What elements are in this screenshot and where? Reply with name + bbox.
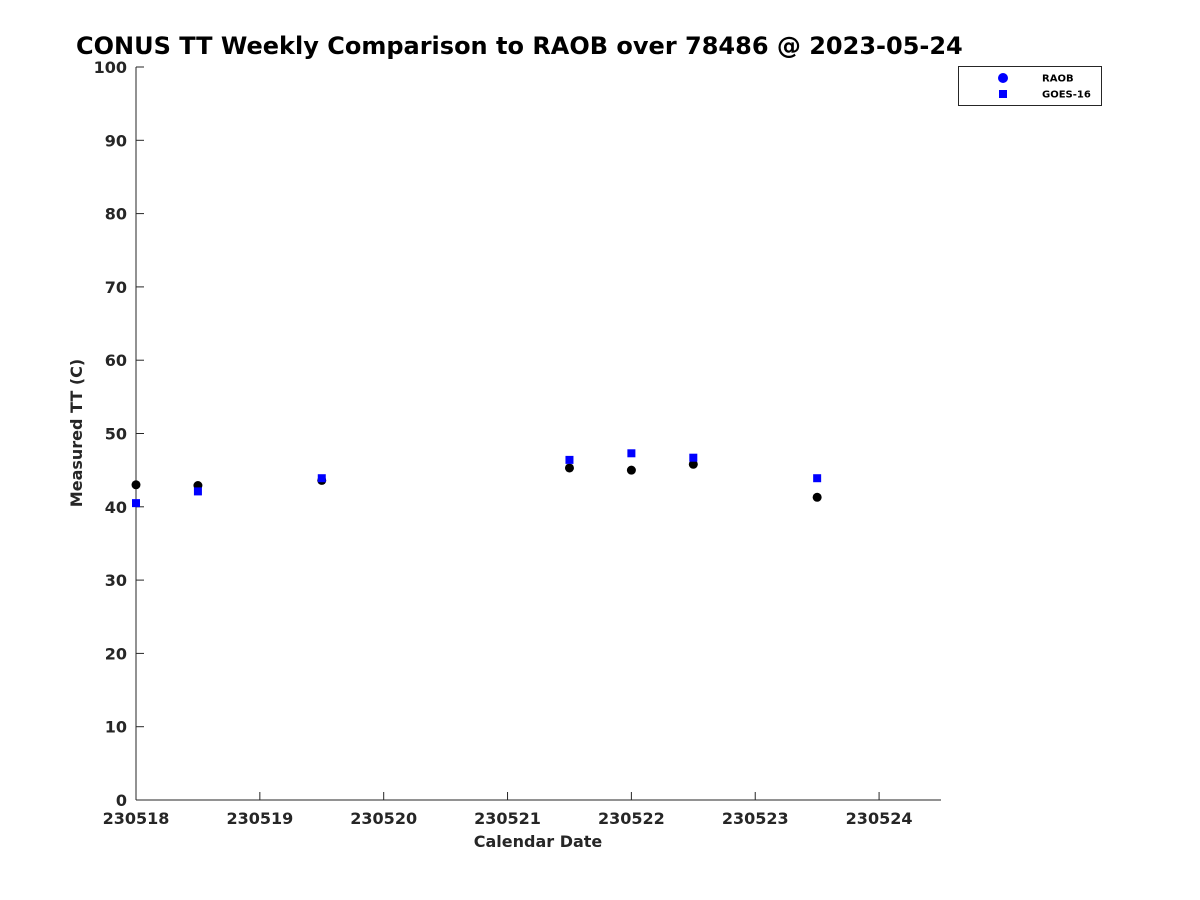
point-goes16 (689, 453, 698, 462)
y-tick-label: 70 (105, 278, 127, 297)
x-tick-label: 230520 (350, 809, 417, 828)
y-ticks: 0 10 20 30 40 50 60 70 80 90 100 (94, 58, 144, 810)
point-goes16 (813, 474, 822, 483)
axes (135, 67, 941, 801)
y-tick-label: 50 (105, 425, 127, 444)
y-tick-label: 0 (116, 791, 127, 810)
point-goes16 (565, 455, 574, 464)
x-tick-label: 230518 (103, 809, 170, 828)
x-tick-label: 230519 (226, 809, 293, 828)
y-tick-label: 40 (105, 498, 127, 517)
x-tick-label: 230523 (722, 809, 789, 828)
legend-label-raob: RAOB (1042, 74, 1074, 85)
x-tick-label: 230524 (846, 809, 913, 828)
x-ticks: 230518 230519 230520 230521 230522 230523 2305… (103, 792, 913, 828)
point-raob (812, 492, 822, 502)
y-axis-label: Measured TT (C) (67, 359, 86, 507)
legend-marker-raob (998, 73, 1008, 83)
legend-label-goes16: GOES-16 (1042, 90, 1091, 101)
x-axis-label: Calendar Date (474, 832, 603, 851)
chart-title: CONUS TT Weekly Comparison to RAOB over … (76, 32, 963, 60)
y-tick-label: 80 (105, 205, 127, 224)
point-raob (626, 465, 636, 475)
point-goes16 (193, 487, 202, 496)
point-raob (564, 463, 574, 473)
x-tick-label: 230522 (598, 809, 665, 828)
point-goes16 (132, 499, 140, 508)
y-tick-label: 10 (105, 718, 127, 737)
y-tick-label: 90 (105, 131, 127, 150)
legend-box (958, 66, 1102, 106)
point-raob (688, 459, 698, 469)
y-tick-label: 30 (105, 571, 127, 590)
y-tick-label: 100 (94, 58, 127, 77)
point-raob (131, 480, 141, 490)
y-tick-label: 60 (105, 351, 127, 370)
legend-marker-goes16 (999, 90, 1007, 98)
x-tick-label: 230521 (474, 809, 541, 828)
legend: RAOB GOES-16 (958, 66, 1102, 106)
point-goes16 (317, 474, 326, 483)
y-tick-label: 20 (105, 644, 127, 663)
data-points (131, 449, 822, 508)
point-goes16 (627, 449, 636, 458)
